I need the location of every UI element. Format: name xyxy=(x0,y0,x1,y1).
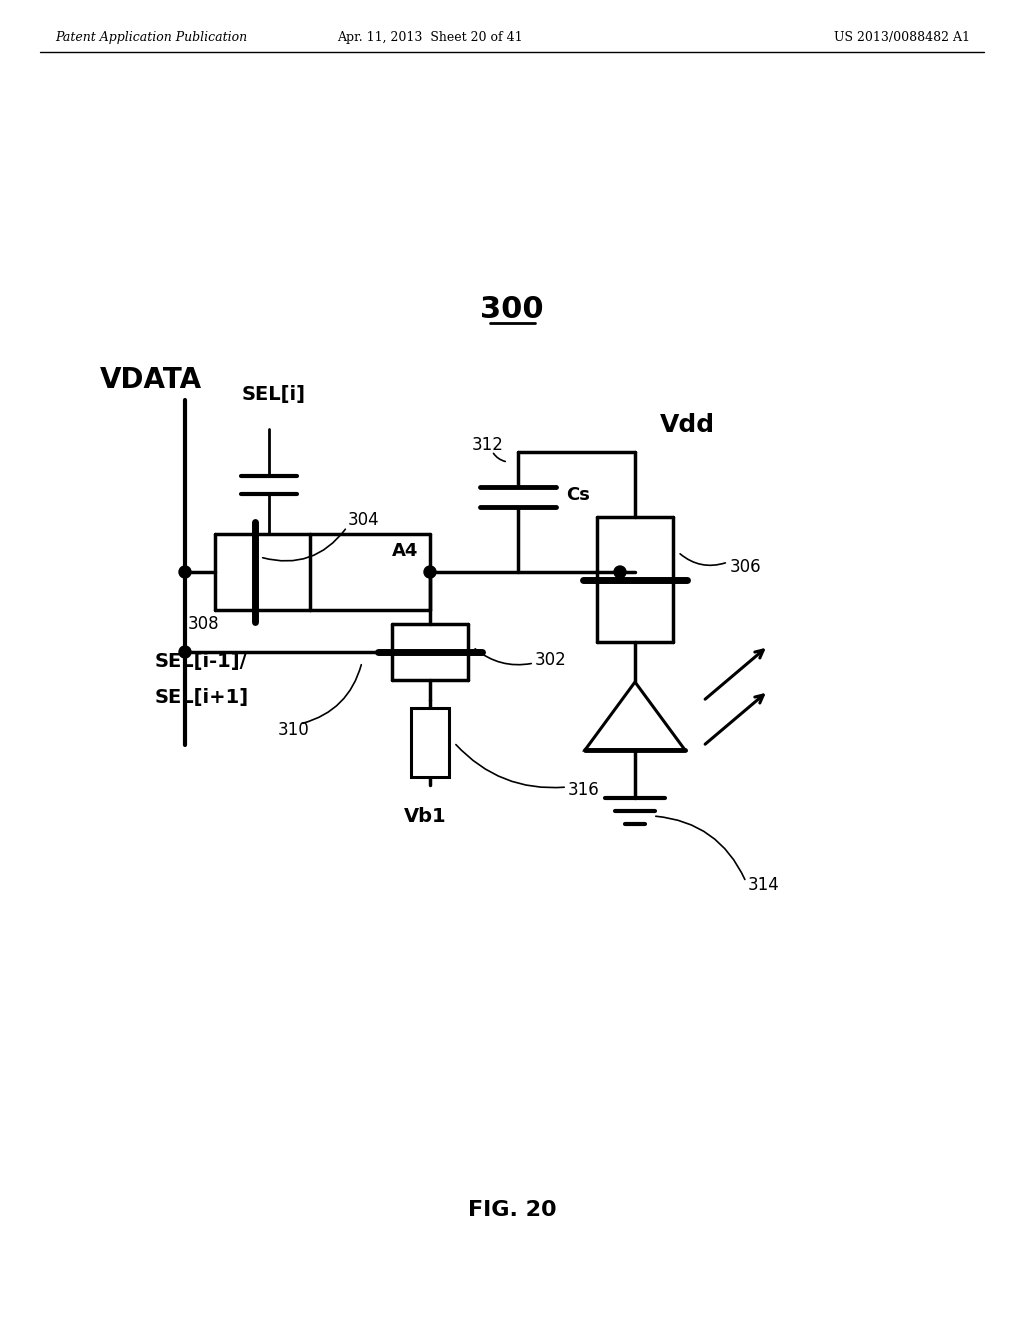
Circle shape xyxy=(179,566,191,578)
Text: 304: 304 xyxy=(348,511,380,529)
Text: 312: 312 xyxy=(472,436,504,454)
Circle shape xyxy=(614,566,626,578)
Text: 300: 300 xyxy=(480,296,544,325)
Text: 310: 310 xyxy=(278,721,309,739)
Text: A4: A4 xyxy=(391,543,418,560)
Text: Patent Application Publication: Patent Application Publication xyxy=(55,30,247,44)
Circle shape xyxy=(424,566,436,578)
Text: 306: 306 xyxy=(730,558,762,576)
Circle shape xyxy=(179,645,191,657)
Text: SEL[i+1]: SEL[i+1] xyxy=(155,688,249,706)
Text: 302: 302 xyxy=(535,651,566,669)
Text: SEL[i]: SEL[i] xyxy=(242,385,306,404)
Text: 314: 314 xyxy=(748,876,779,894)
Text: 316: 316 xyxy=(568,781,600,799)
Text: Vdd: Vdd xyxy=(660,413,715,437)
Text: FIG. 20: FIG. 20 xyxy=(468,1200,556,1220)
Text: Vb1: Vb1 xyxy=(403,807,446,826)
Text: Apr. 11, 2013  Sheet 20 of 41: Apr. 11, 2013 Sheet 20 of 41 xyxy=(337,30,523,44)
Bar xyxy=(411,708,449,777)
Text: US 2013/0088482 A1: US 2013/0088482 A1 xyxy=(834,30,970,44)
Text: Cs: Cs xyxy=(566,486,590,504)
Text: SEL[i-1]/: SEL[i-1]/ xyxy=(155,652,248,672)
Text: 308: 308 xyxy=(188,615,219,634)
Text: VDATA: VDATA xyxy=(100,366,202,393)
